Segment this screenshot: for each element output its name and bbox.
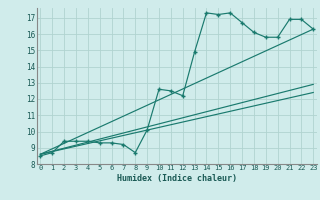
X-axis label: Humidex (Indice chaleur): Humidex (Indice chaleur) [117, 174, 237, 183]
